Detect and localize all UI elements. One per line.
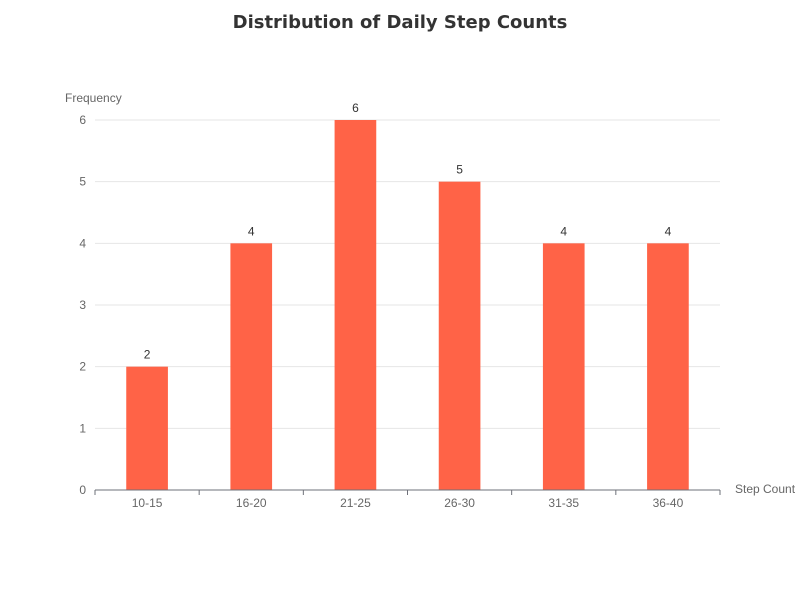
y-tick-label: 6 xyxy=(79,113,86,127)
x-tick-label: 16-20 xyxy=(236,496,267,510)
x-tick-label: 10-15 xyxy=(132,496,163,510)
y-tick-label: 1 xyxy=(79,421,86,435)
bar[interactable] xyxy=(126,366,168,490)
data-label: 4 xyxy=(560,224,567,238)
bar[interactable] xyxy=(438,181,481,490)
data-label: 6 xyxy=(352,101,359,115)
y-tick-label: 0 xyxy=(79,483,86,497)
y-tick-label: 3 xyxy=(79,298,86,312)
y-tick-label: 5 xyxy=(79,175,86,189)
y-axis-ticks: 0 1 2 3 4 5 6 xyxy=(79,113,86,497)
chart-title: Distribution of Daily Step Counts xyxy=(233,12,568,33)
y-tick-label: 2 xyxy=(79,360,86,374)
grid-lines xyxy=(95,119,720,429)
bar[interactable] xyxy=(647,243,689,490)
x-axis: 10-15 16-20 21-25 26-30 31-35 36-40 xyxy=(94,489,721,510)
bars xyxy=(126,120,689,490)
x-tick-label: 36-40 xyxy=(653,496,684,510)
bar[interactable] xyxy=(542,243,585,490)
data-label: 4 xyxy=(248,224,255,238)
y-tick-label: 4 xyxy=(79,236,86,250)
x-axis-label: Step Count xyxy=(735,482,796,496)
bar[interactable] xyxy=(230,243,273,490)
x-tick-label: 26-30 xyxy=(444,496,475,510)
data-label: 4 xyxy=(665,224,672,238)
data-label: 2 xyxy=(144,348,151,362)
data-label: 5 xyxy=(456,163,463,177)
data-labels: 2 4 6 5 4 4 xyxy=(144,101,672,362)
x-tick-label: 21-25 xyxy=(340,496,371,510)
bar[interactable] xyxy=(334,120,377,490)
x-tick-label: 31-35 xyxy=(548,496,579,510)
y-axis-label: Frequency xyxy=(65,91,122,105)
